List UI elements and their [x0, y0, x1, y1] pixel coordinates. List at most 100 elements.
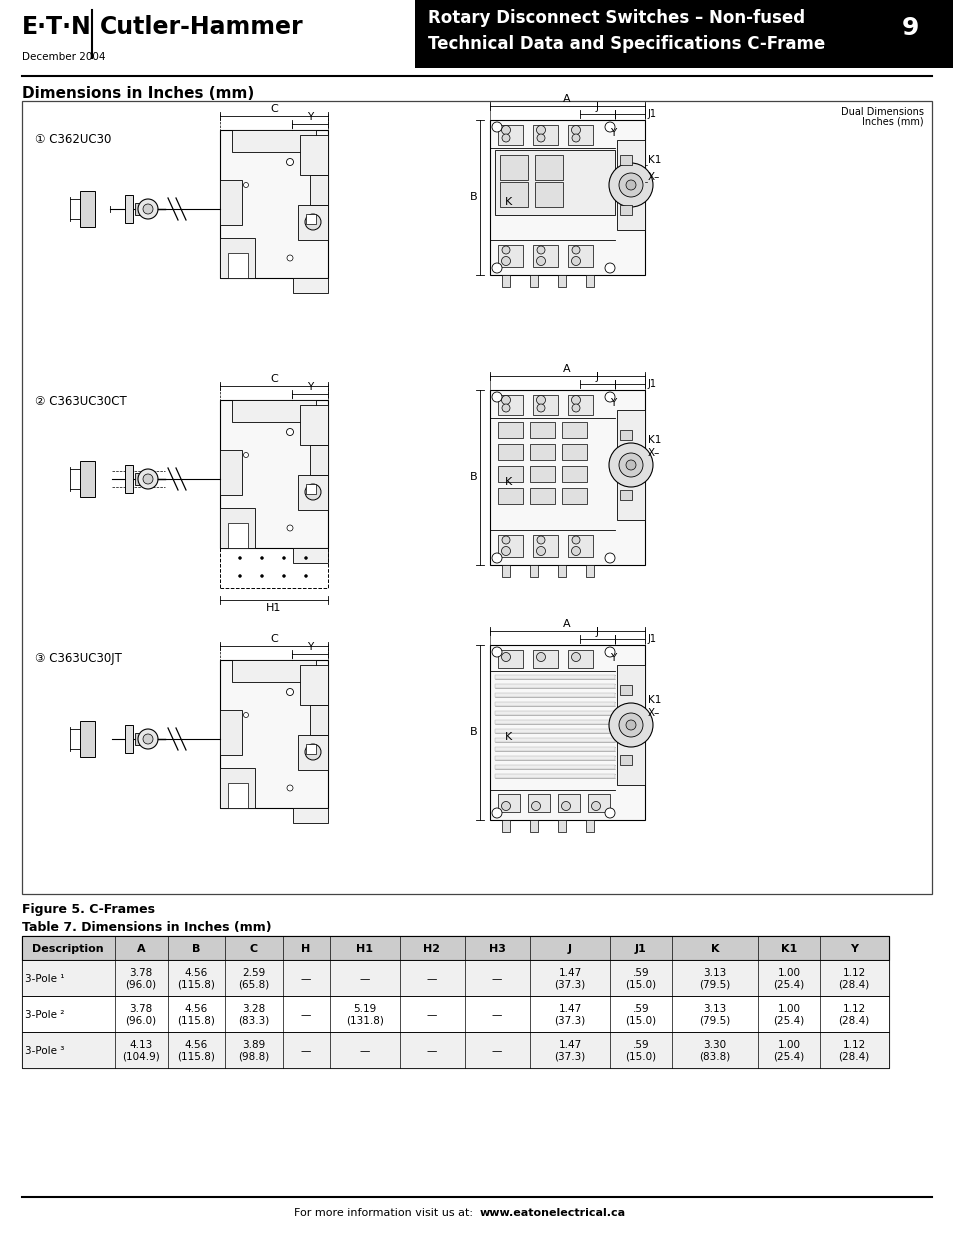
Text: J1: J1 — [646, 109, 656, 119]
Text: Dual Dimensions: Dual Dimensions — [841, 107, 923, 117]
Circle shape — [571, 652, 579, 662]
Text: H2: H2 — [423, 944, 440, 953]
Text: For more information visit us at:: For more information visit us at: — [294, 1208, 476, 1218]
Bar — [558, 820, 565, 832]
Bar — [293, 278, 328, 293]
Text: 3.89
(98.8): 3.89 (98.8) — [238, 1040, 270, 1062]
Circle shape — [501, 404, 510, 412]
Text: Cutler-Hammer: Cutler-Hammer — [100, 15, 303, 40]
Circle shape — [561, 802, 570, 810]
Text: A: A — [136, 944, 145, 953]
Circle shape — [537, 404, 544, 412]
Text: 3.78
(96.0): 3.78 (96.0) — [125, 968, 156, 989]
Circle shape — [591, 802, 599, 810]
Circle shape — [604, 263, 615, 273]
Bar — [558, 794, 579, 811]
Circle shape — [305, 484, 320, 500]
Circle shape — [286, 429, 294, 436]
Text: K: K — [504, 732, 512, 742]
Circle shape — [536, 547, 545, 556]
Text: December 2004: December 2004 — [22, 52, 106, 62]
Bar — [567, 650, 593, 668]
Circle shape — [282, 557, 285, 559]
Text: 1.12
(28.4): 1.12 (28.4) — [838, 1004, 869, 1026]
Bar — [220, 238, 254, 278]
Text: H1: H1 — [266, 603, 281, 613]
Text: Y: Y — [609, 653, 616, 663]
Bar — [495, 684, 615, 688]
Text: H1: H1 — [356, 944, 374, 953]
Bar — [530, 466, 555, 482]
Circle shape — [143, 734, 152, 743]
Bar — [497, 535, 522, 557]
Bar — [530, 820, 537, 832]
Bar — [310, 445, 328, 475]
Bar — [497, 422, 522, 438]
Text: —: — — [426, 974, 436, 984]
Circle shape — [604, 391, 615, 403]
Circle shape — [305, 743, 320, 760]
Bar — [310, 705, 328, 735]
Bar — [619, 156, 631, 165]
Text: Y: Y — [609, 398, 616, 408]
Circle shape — [604, 808, 615, 818]
Text: X–: X– — [647, 448, 659, 458]
Bar — [558, 275, 565, 287]
Circle shape — [287, 785, 293, 790]
Bar — [22, 1032, 888, 1068]
Bar — [232, 400, 315, 422]
Circle shape — [625, 180, 636, 190]
Bar — [501, 564, 510, 577]
Text: 3.13
(79.5): 3.13 (79.5) — [699, 1004, 730, 1026]
Bar — [533, 395, 558, 415]
Text: Y: Y — [609, 128, 616, 138]
Bar — [533, 650, 558, 668]
Bar — [220, 130, 328, 278]
Bar — [585, 564, 594, 577]
Text: H3: H3 — [488, 944, 505, 953]
Circle shape — [572, 404, 579, 412]
Circle shape — [572, 246, 579, 254]
Bar — [495, 774, 615, 778]
Circle shape — [287, 254, 293, 261]
Text: J: J — [567, 944, 572, 953]
Circle shape — [282, 574, 285, 578]
Circle shape — [618, 173, 642, 198]
Text: K: K — [504, 477, 512, 487]
Circle shape — [143, 474, 152, 484]
Text: 3.13
(79.5): 3.13 (79.5) — [699, 968, 730, 989]
Bar — [22, 995, 888, 1032]
Bar — [495, 711, 615, 715]
Circle shape — [492, 553, 501, 563]
Text: 3.30
(83.8): 3.30 (83.8) — [699, 1040, 730, 1062]
Circle shape — [608, 703, 652, 747]
Text: 3-Pole ¹: 3-Pole ¹ — [25, 974, 65, 984]
Text: 3-Pole ²: 3-Pole ² — [25, 1010, 64, 1020]
Text: Table 7. Dimensions in Inches (mm): Table 7. Dimensions in Inches (mm) — [22, 921, 272, 934]
Bar — [125, 195, 132, 224]
Bar — [22, 936, 888, 960]
Text: .59
(15.0): .59 (15.0) — [625, 1040, 656, 1062]
Text: Description: Description — [32, 944, 104, 953]
Bar — [561, 488, 586, 504]
Bar — [501, 820, 510, 832]
Text: 4.56
(115.8): 4.56 (115.8) — [177, 1040, 214, 1062]
Bar — [495, 693, 615, 697]
Bar — [617, 410, 644, 520]
Bar — [567, 535, 593, 557]
Text: ③ C363UC30JT: ③ C363UC30JT — [35, 652, 122, 664]
Bar — [125, 466, 132, 493]
Text: J: J — [595, 372, 598, 382]
Circle shape — [604, 647, 615, 657]
Text: 2.59
(65.8): 2.59 (65.8) — [238, 968, 270, 989]
Bar — [619, 205, 631, 215]
Circle shape — [138, 469, 158, 489]
Text: Technical Data and Specifications C-Frame: Technical Data and Specifications C-Fram… — [428, 35, 824, 53]
Circle shape — [537, 246, 544, 254]
Circle shape — [608, 163, 652, 207]
Bar — [561, 466, 586, 482]
Circle shape — [625, 720, 636, 730]
Bar — [499, 182, 527, 207]
Circle shape — [304, 574, 307, 578]
Circle shape — [618, 453, 642, 477]
